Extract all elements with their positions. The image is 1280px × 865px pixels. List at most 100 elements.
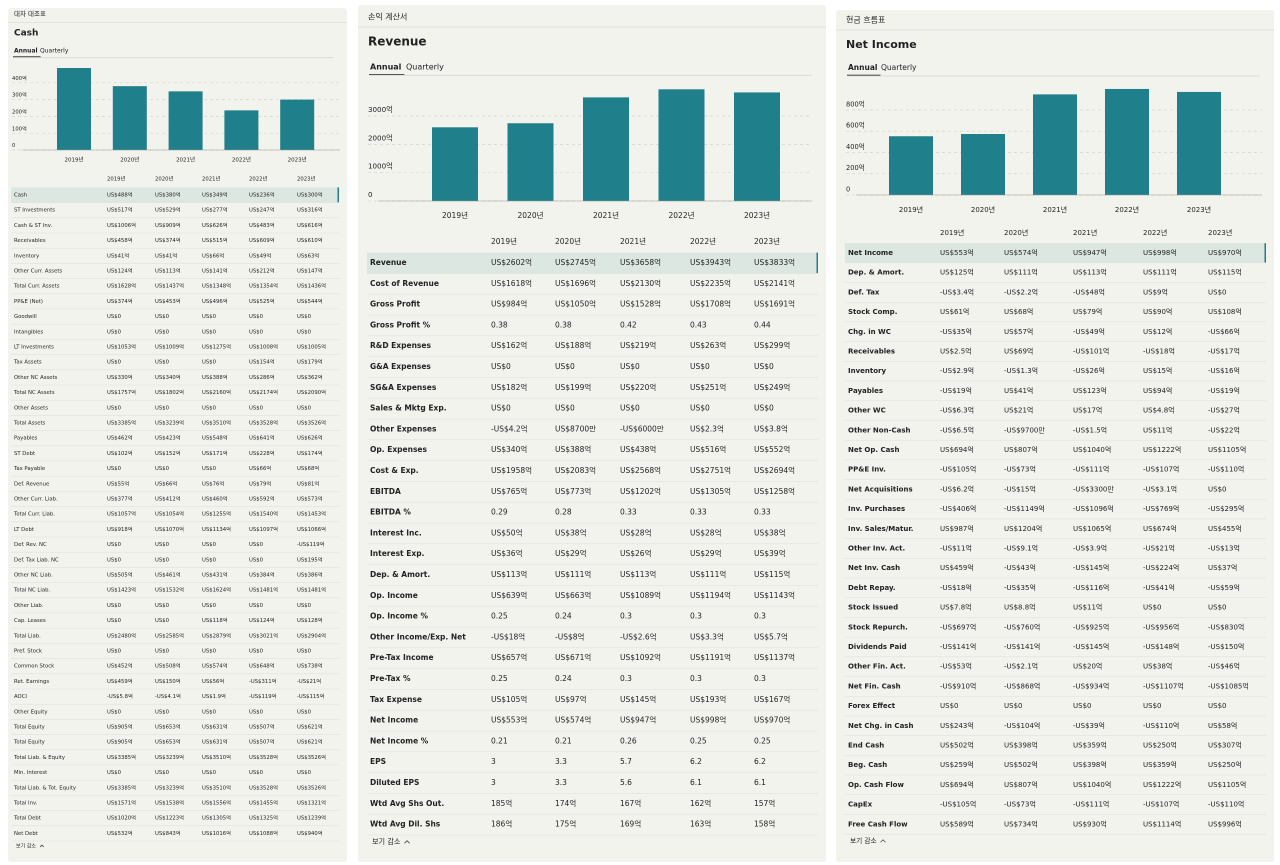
- cell: US$3833억: [754, 258, 795, 267]
- cell: US$125억: [940, 269, 974, 277]
- collapse-button[interactable]: 보기 감소: [372, 837, 401, 846]
- cell: US$3239억: [155, 783, 184, 791]
- cell: -US$73억: [1004, 466, 1036, 474]
- cell: US$930억: [1073, 820, 1107, 828]
- row-label: Total Curr. Assets: [13, 284, 60, 290]
- cell: US$1053억: [107, 343, 136, 351]
- row-label: Op. Expenses: [370, 445, 428, 454]
- cell: US$0: [107, 360, 122, 366]
- cell: US$56억: [202, 677, 224, 685]
- cell: US$11억: [1073, 604, 1102, 612]
- cell: US$0: [107, 770, 122, 776]
- row-label: Def. Tax: [848, 288, 880, 296]
- cell: US$66억: [202, 251, 224, 259]
- cell: 0.29: [491, 508, 508, 517]
- cell: US$3385억: [107, 419, 136, 427]
- cell: US$0: [107, 405, 122, 411]
- cell: US$115억: [1208, 269, 1242, 277]
- tab[interactable]: Annual: [848, 63, 877, 72]
- cell: US$1222억: [1143, 446, 1181, 454]
- cell: US$349억: [202, 191, 228, 199]
- cell: US$455억: [1208, 525, 1242, 533]
- cell: US$0: [202, 709, 217, 715]
- cell: 0.33: [620, 508, 637, 517]
- cell: US$461억: [155, 571, 181, 579]
- cell: US$0: [555, 362, 575, 371]
- row-highlight: [11, 187, 339, 203]
- cell: US$0: [249, 405, 264, 411]
- row-label: Total NC Liab.: [13, 588, 50, 594]
- chevron-icon: [39, 844, 45, 848]
- cell: US$3510억: [202, 753, 231, 761]
- row-label: Chg. in WC: [848, 328, 891, 336]
- row-label: Net Acquisitions: [848, 485, 913, 493]
- cell: US$68억: [1004, 308, 1033, 316]
- cell: 169억: [620, 820, 641, 829]
- cell: US$574억: [202, 662, 228, 670]
- cell: US$97억: [555, 695, 586, 704]
- cell: US$970억: [754, 716, 790, 725]
- tab-underline: [369, 74, 405, 76]
- cell: US$228억: [249, 449, 275, 457]
- cell: US$0: [297, 314, 312, 320]
- row-label: Common Stock: [14, 664, 55, 670]
- row-label: G&A Expenses: [370, 362, 431, 371]
- cell: US$8.8억: [1004, 604, 1036, 612]
- cell: 185억: [491, 799, 512, 808]
- cell: US$94억: [1143, 387, 1172, 395]
- cell: US$2751억: [690, 466, 731, 475]
- cell: US$631억: [202, 738, 228, 746]
- cell: US$0: [155, 542, 170, 548]
- cell: US$300억: [297, 191, 323, 199]
- cell: US$0: [297, 649, 312, 655]
- cell: US$574억: [1004, 249, 1038, 257]
- row-label: Total Equity: [13, 740, 45, 746]
- cell: US$79억: [249, 479, 271, 487]
- row-label: CapEx: [848, 801, 873, 809]
- tab[interactable]: Quarterly: [406, 63, 444, 72]
- tab[interactable]: Quarterly: [40, 48, 69, 55]
- cell: US$502억: [1004, 761, 1038, 769]
- collapse-button[interactable]: 보기 감소: [850, 836, 877, 845]
- cell: US$639억: [491, 591, 527, 600]
- row-label: Forex Effect: [848, 702, 896, 710]
- cell: US$123억: [1073, 387, 1107, 395]
- cell: US$5.7억: [754, 632, 788, 641]
- cell: -US$104억: [1004, 722, 1040, 730]
- cell: US$653억: [155, 738, 181, 746]
- tab[interactable]: Annual: [14, 48, 38, 55]
- row-label: Other Curr. Liab.: [14, 497, 58, 503]
- row-label: Cost & Exp.: [370, 466, 419, 475]
- collapse-button[interactable]: 보기 감소: [16, 843, 36, 850]
- cell: 0.42: [620, 320, 637, 329]
- tab[interactable]: Annual: [370, 63, 402, 72]
- cell: US$694억: [940, 781, 974, 789]
- row-label: PP&E Inv.: [848, 466, 886, 474]
- cell: US$0: [297, 405, 312, 411]
- cell: -US$19억: [1208, 387, 1240, 395]
- cell: US$1275억: [202, 343, 231, 351]
- cell: US$2879억: [202, 631, 231, 639]
- cell: US$544억: [297, 297, 323, 305]
- row-label: End Cash: [848, 742, 884, 750]
- cell: US$1305억: [690, 487, 731, 496]
- cell: US$631억: [202, 723, 228, 731]
- panel-header: 손익 계산서: [368, 12, 407, 22]
- row-label: Other Curr. Assets: [14, 269, 62, 275]
- y-tick-label: 100억: [12, 124, 27, 132]
- cell: 0.3: [754, 612, 766, 621]
- cell: US$1481억: [297, 586, 326, 594]
- tab[interactable]: Quarterly: [881, 63, 917, 72]
- cell: US$3.8억: [754, 424, 788, 433]
- row-label: Ret. Earnings: [14, 679, 49, 685]
- panel-header: 현금 흐름표: [846, 16, 885, 25]
- cell: 6.1: [690, 778, 702, 787]
- cell: -US$101억: [1073, 348, 1109, 356]
- cell: US$674억: [1143, 525, 1177, 533]
- cell: US$3526억: [297, 753, 326, 761]
- bar: [1033, 94, 1077, 195]
- row-highlight: [367, 252, 818, 274]
- row-label: EPS: [370, 757, 386, 766]
- cell: US$1624억: [202, 586, 231, 594]
- cell: -US$18억: [491, 632, 525, 641]
